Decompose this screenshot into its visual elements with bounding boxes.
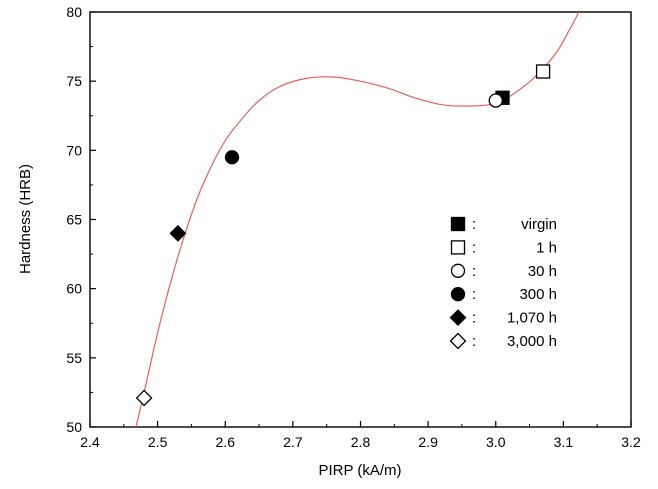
legend-label: 1,070 h [507,310,557,327]
y-tick-label: 50 [66,419,82,435]
y-tick-label: 65 [66,212,82,228]
legend-marker [450,240,466,255]
y-tick-label: 60 [66,281,82,297]
legend-entry: : 1,070 h [449,309,557,327]
legend-separator: : [472,333,476,350]
legend-separator: : [472,286,476,303]
legend-separator: : [472,310,476,327]
legend-marker [449,309,467,326]
legend-entry: : 30 h [450,263,557,280]
legend-separator: : [472,239,476,256]
x-tick-label: 3.2 [621,434,641,450]
x-tick-label: 2.4 [80,434,100,450]
legend-label: 3,000 h [507,333,557,350]
data-point-marker [488,93,503,108]
legend: : virgin: 1 h: 30 h: 300 h: 1,070 h: 3,000 h [449,216,557,350]
x-tick-label: 3.1 [554,434,574,450]
data-point-marker [135,389,153,407]
x-tick-label: 3.0 [486,434,506,450]
fit-curve [135,12,580,427]
x-tick-label: 2.7 [283,434,303,450]
y-axis-title: Hardness (HRB) [17,164,34,274]
legend-separator: : [472,216,476,233]
legend-entry: : 3,000 h [449,332,557,350]
y-tick-label: 70 [66,142,82,158]
legend-label: 1 h [536,239,557,256]
y-tick-label: 80 [66,4,82,20]
legend-label: virgin [521,216,557,233]
legend-label: 300 h [519,286,557,303]
legend-separator: : [472,263,476,280]
data-point-marker [224,150,240,165]
legend-entry: : 300 h [450,286,557,303]
legend-marker [450,263,466,278]
x-tick-label: 2.5 [148,434,168,450]
legend-marker [449,332,467,350]
legend-entry: : virgin [450,216,557,233]
y-tick-label: 55 [66,350,82,366]
legend-label: 30 h [528,263,557,280]
x-tick-label: 2.9 [418,434,438,450]
data-point-marker [169,224,187,242]
axis-ticks [89,11,632,428]
axis-tick-labels: 2.4 2.5 2.6 2.7 2.8 2.9 3.0 3.1 3.2 50 55 60 65 70 75 8… [66,4,641,450]
legend-entry: : 1 h [450,239,557,256]
y-tick-label: 75 [66,73,82,89]
data-markers [135,64,551,407]
legend-marker [450,287,466,302]
data-point-marker [535,64,551,79]
x-tick-label: 2.6 [216,434,236,450]
legend-marker [450,216,466,232]
x-axis-title: PIRP (kA/m) [318,462,401,479]
x-tick-label: 2.8 [351,434,371,450]
